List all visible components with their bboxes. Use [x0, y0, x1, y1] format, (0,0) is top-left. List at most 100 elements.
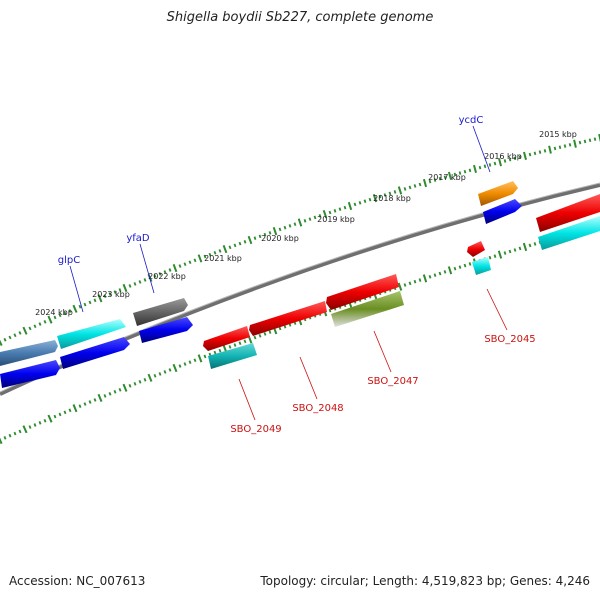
tick-label: 2024 kbp: [35, 308, 73, 317]
gene-arrow-SBO_2045[interactable]: [467, 241, 485, 257]
minor-tick: [503, 159, 507, 163]
minor-tick: [338, 207, 342, 211]
major-tick: [473, 164, 477, 174]
gene-arrow[interactable]: [326, 274, 399, 310]
gene-arrow-SBO_2047[interactable]: [331, 291, 404, 327]
minor-tick: [393, 190, 397, 194]
major-tick: [147, 373, 153, 382]
minor-tick: [213, 250, 217, 255]
gene-arrow[interactable]: [60, 337, 130, 369]
major-tick: [72, 404, 78, 413]
minor-tick: [508, 249, 512, 254]
major-tick: [447, 266, 453, 275]
minor-tick: [233, 343, 237, 347]
gene-label-ycdC: ycdC: [459, 115, 484, 126]
gene-arrow[interactable]: [472, 257, 491, 275]
minor-tick: [58, 412, 62, 417]
tick-label: 2017 kbp: [428, 173, 466, 182]
minor-tick: [13, 431, 17, 436]
minor-tick: [88, 400, 92, 404]
minor-tick: [443, 175, 447, 180]
gene-label-SBO_2048: SBO_2048: [292, 403, 343, 414]
gene-arrow[interactable]: [536, 194, 600, 232]
minor-tick: [68, 309, 72, 313]
minor-tick: [93, 298, 97, 303]
gene-arrow-glpC[interactable]: [57, 319, 126, 349]
minor-tick: [263, 332, 267, 336]
genome-summary-text: Topology: circular; Length: 4,519,823 bp…: [260, 574, 590, 588]
major-tick: [22, 425, 28, 434]
minor-tick: [543, 149, 547, 153]
major-tick: [322, 209, 328, 219]
gene-labels: ycdC yfaD glpC SBO_2045 SBO_2047 SBO_204…: [58, 115, 536, 435]
minor-tick: [558, 145, 562, 150]
tick-label: 2020 kbp: [261, 234, 299, 243]
minor-tick: [183, 362, 187, 366]
label-leaders: [69, 125, 508, 421]
gene-arrow[interactable]: [483, 199, 522, 224]
gene-arrow[interactable]: [208, 343, 257, 369]
minor-tick: [418, 182, 422, 187]
minor-tick: [553, 146, 557, 151]
minor-tick: [83, 302, 87, 307]
major-tick: [47, 315, 53, 324]
minor-tick: [568, 143, 572, 147]
minor-tick: [433, 178, 437, 182]
minor-tick: [268, 231, 272, 235]
minor-tick: [413, 279, 417, 284]
minor-tick: [93, 398, 97, 402]
minor-tick: [3, 436, 7, 440]
minor-tick: [378, 194, 382, 199]
minor-tick: [388, 191, 392, 196]
minor-tick: [518, 155, 522, 159]
minor-tick: [113, 389, 117, 394]
minor-tick: [368, 197, 372, 202]
gene-arrow-ycdC[interactable]: [478, 181, 518, 206]
minor-tick: [493, 254, 497, 258]
minor-tick: [403, 187, 407, 191]
tick-label: 2018 kbp: [373, 194, 411, 203]
gene-arrow[interactable]: [538, 216, 600, 250]
minor-tick: [53, 315, 57, 320]
minor-tick: [153, 373, 157, 378]
tick-label: 2015 kbp: [539, 130, 577, 139]
tick-label: 2023 kbp: [92, 290, 130, 299]
minor-tick: [213, 350, 217, 355]
major-tick: [122, 383, 128, 392]
gene-arrow[interactable]: [139, 317, 193, 343]
minor-tick: [343, 205, 347, 210]
gene-label-glpC: glpC: [58, 255, 80, 266]
major-tick: [372, 193, 378, 203]
minor-tick: [453, 266, 457, 271]
minor-tick: [18, 429, 22, 434]
minor-tick: [538, 150, 542, 154]
minor-tick: [103, 294, 107, 299]
leader-glpC: [69, 265, 84, 313]
minor-tick: [528, 152, 532, 157]
gene-arrow-yfaD[interactable]: [133, 298, 188, 326]
minor-tick: [328, 308, 332, 313]
minor-tick: [533, 151, 537, 156]
minor-tick: [43, 320, 47, 324]
gene-label-SBO_2049: SBO_2049: [230, 424, 281, 435]
minor-tick: [418, 278, 422, 282]
minor-tick: [283, 225, 287, 230]
major-tick: [272, 226, 278, 236]
minor-tick: [193, 358, 197, 363]
major-tick: [498, 158, 502, 167]
minor-tick: [178, 264, 182, 268]
gene-arrow[interactable]: [0, 340, 58, 366]
minor-tick: [308, 217, 312, 221]
minor-tick: [8, 335, 12, 340]
major-tick: [22, 326, 28, 335]
major-tick: [297, 218, 303, 227]
gene-arrow-SBO_2049[interactable]: [203, 326, 250, 351]
major-tick: [347, 201, 353, 211]
minor-tick: [103, 394, 107, 398]
major-tick: [447, 171, 453, 180]
minor-tick: [243, 240, 247, 244]
minor-tick: [253, 335, 257, 340]
gene-arrow[interactable]: [0, 360, 60, 388]
gene-arrow-SBO_2048[interactable]: [249, 301, 327, 336]
minor-tick: [13, 333, 17, 338]
